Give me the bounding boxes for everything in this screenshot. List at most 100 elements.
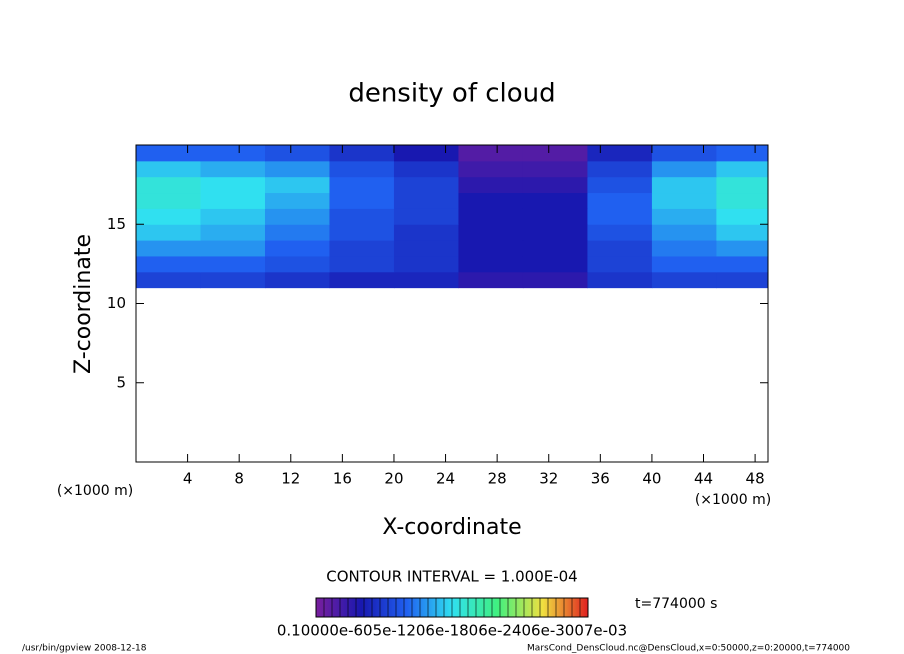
heatmap-cell (716, 255, 769, 273)
heatmap-cell (264, 192, 330, 209)
heatmap-cell (393, 255, 459, 273)
x-tick-label: 32 (539, 470, 558, 488)
heatmap-cell (651, 176, 717, 194)
heatmap-cell (716, 176, 769, 194)
heatmap-cell (393, 271, 459, 289)
heatmap-cell (329, 160, 395, 178)
heatmap-cell (716, 145, 769, 162)
x-tick-label: 40 (642, 470, 661, 488)
heatmap-cell (587, 176, 653, 194)
heatmap-cell (264, 255, 330, 273)
heatmap-cell (329, 255, 395, 273)
heatmap-cell (264, 208, 330, 225)
contour-interval: CONTOUR INTERVAL = 1.000E-04 (326, 568, 577, 586)
time-label: t=774000 s (635, 596, 717, 612)
heatmap-cell (393, 192, 459, 209)
heatmap-cell (136, 240, 201, 257)
x-tick-label: 12 (281, 470, 300, 488)
heatmap-cell (393, 240, 459, 257)
heatmap-cell (264, 224, 330, 241)
x-tick-label: 44 (694, 470, 713, 488)
heatmap-cell (329, 208, 395, 225)
heatmap-cell (651, 240, 717, 257)
heatmap-cell (136, 224, 201, 241)
heatmap-cell (264, 145, 330, 162)
heatmap-cell (587, 145, 653, 162)
heatmap-cell (651, 160, 717, 178)
chart-title: density of cloud (348, 79, 555, 109)
heatmap-cell (458, 145, 524, 162)
heatmap-cell (136, 208, 201, 225)
heatmap-cell (522, 176, 588, 194)
heatmap-cell (587, 224, 653, 241)
y-tick-label: 10 (107, 294, 126, 312)
heatmap-cell (651, 208, 717, 225)
heatmap-cell (200, 208, 266, 225)
heatmap-cell (329, 192, 395, 209)
x-tick-label: 24 (436, 470, 455, 488)
heatmap-cell (651, 192, 717, 209)
x-unit: (×1000 m) (695, 492, 771, 508)
heatmap-cell (136, 176, 201, 194)
heatmap-cell (458, 255, 524, 273)
heatmap-cell (587, 160, 653, 178)
heatmap-cell (458, 160, 524, 178)
x-tick-label: 20 (384, 470, 403, 488)
heatmap-cell (393, 208, 459, 225)
heatmap-cell (136, 160, 201, 178)
heatmap-cell (136, 271, 201, 289)
heatmap-cell (200, 271, 266, 289)
heatmap-cell (587, 208, 653, 225)
heatmap-cell (200, 255, 266, 273)
heatmap-cell (393, 176, 459, 194)
heatmap-cell (458, 176, 524, 194)
x-tick-label: 8 (234, 470, 244, 488)
x-tick-label: 16 (333, 470, 352, 488)
y-axis-label: Z-coordinate (71, 234, 96, 374)
heatmap-cell (264, 271, 330, 289)
heatmap-cell (329, 240, 395, 257)
heatmap-cell (651, 255, 717, 273)
heatmap-cell (522, 208, 588, 225)
heatmap-cell (522, 145, 588, 162)
heatmap-cell (716, 160, 769, 178)
footer: MarsCond_DensCloud.nc@DensCloud,x=0:5000… (527, 644, 850, 654)
x-tick-label: 48 (746, 470, 765, 488)
heatmap-cell (329, 145, 395, 162)
heatmap-cell (136, 255, 201, 273)
heatmap-cell (716, 224, 769, 241)
heatmap-cell (200, 176, 266, 194)
heatmap-cell (329, 224, 395, 241)
heatmap-cell (587, 271, 653, 289)
footer: /usr/bin/gpview 2008-12-18 (22, 644, 147, 654)
heatmap-cell (651, 145, 717, 162)
heatmap-cell (136, 145, 201, 162)
heatmap-cell (522, 224, 588, 241)
y-tick-label: 5 (116, 373, 126, 391)
heatmap-cell (716, 192, 769, 209)
heatmap-cell (329, 271, 395, 289)
heatmap-cell (200, 224, 266, 241)
heatmap-cell (522, 271, 588, 289)
heatmap-cell (200, 240, 266, 257)
x-tick-label: 28 (488, 470, 507, 488)
heatmap-cell (716, 271, 769, 289)
heatmap-cell (716, 208, 769, 225)
heatmap-cell (716, 240, 769, 257)
x-unit: (×1000 m) (57, 483, 133, 499)
heatmap-cell (136, 192, 201, 209)
x-tick-label: 36 (591, 470, 610, 488)
x-tick-label: 4 (183, 470, 193, 488)
heatmap-cell (587, 192, 653, 209)
heatmap-cell (651, 224, 717, 241)
heatmap-cell (587, 240, 653, 257)
heatmap-cell (264, 176, 330, 194)
heatmap-cell (522, 255, 588, 273)
heatmap-cell (651, 271, 717, 289)
heatmap-cell (200, 192, 266, 209)
heatmap-cell (200, 145, 266, 162)
x-axis-label: X-coordinate (382, 515, 521, 540)
heatmap-cell (264, 240, 330, 257)
